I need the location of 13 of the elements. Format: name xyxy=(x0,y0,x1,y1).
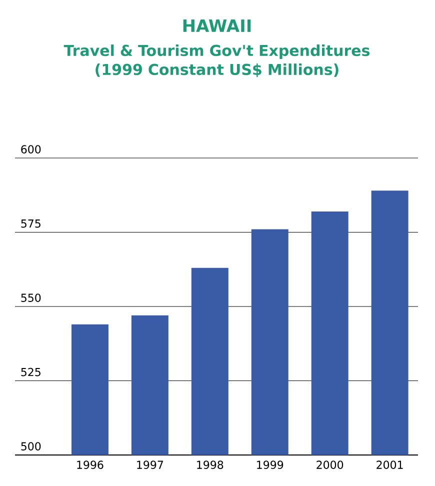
y-tick-label: 550 xyxy=(21,294,41,302)
y-tick-label: 500 xyxy=(21,442,41,450)
x-tick-label: 1997 xyxy=(137,460,163,469)
chart-subtitle: Travel & Tourism Gov't Expenditures (1999 Constant US$ Millions) xyxy=(64,44,370,78)
y-tick-label: 600 xyxy=(21,145,41,154)
x-tick-label: 1998 xyxy=(197,460,224,469)
x-tick-label: 1999 xyxy=(257,460,284,469)
chart-title: HAWAII xyxy=(183,20,251,32)
x-tick-label: 2001 xyxy=(376,460,403,469)
x-tick-label: 1996 xyxy=(77,460,104,469)
y-tick-label: 575 xyxy=(21,220,40,228)
y-tick-label: 525 xyxy=(21,368,40,376)
x-tick-label: 2000 xyxy=(316,460,344,469)
